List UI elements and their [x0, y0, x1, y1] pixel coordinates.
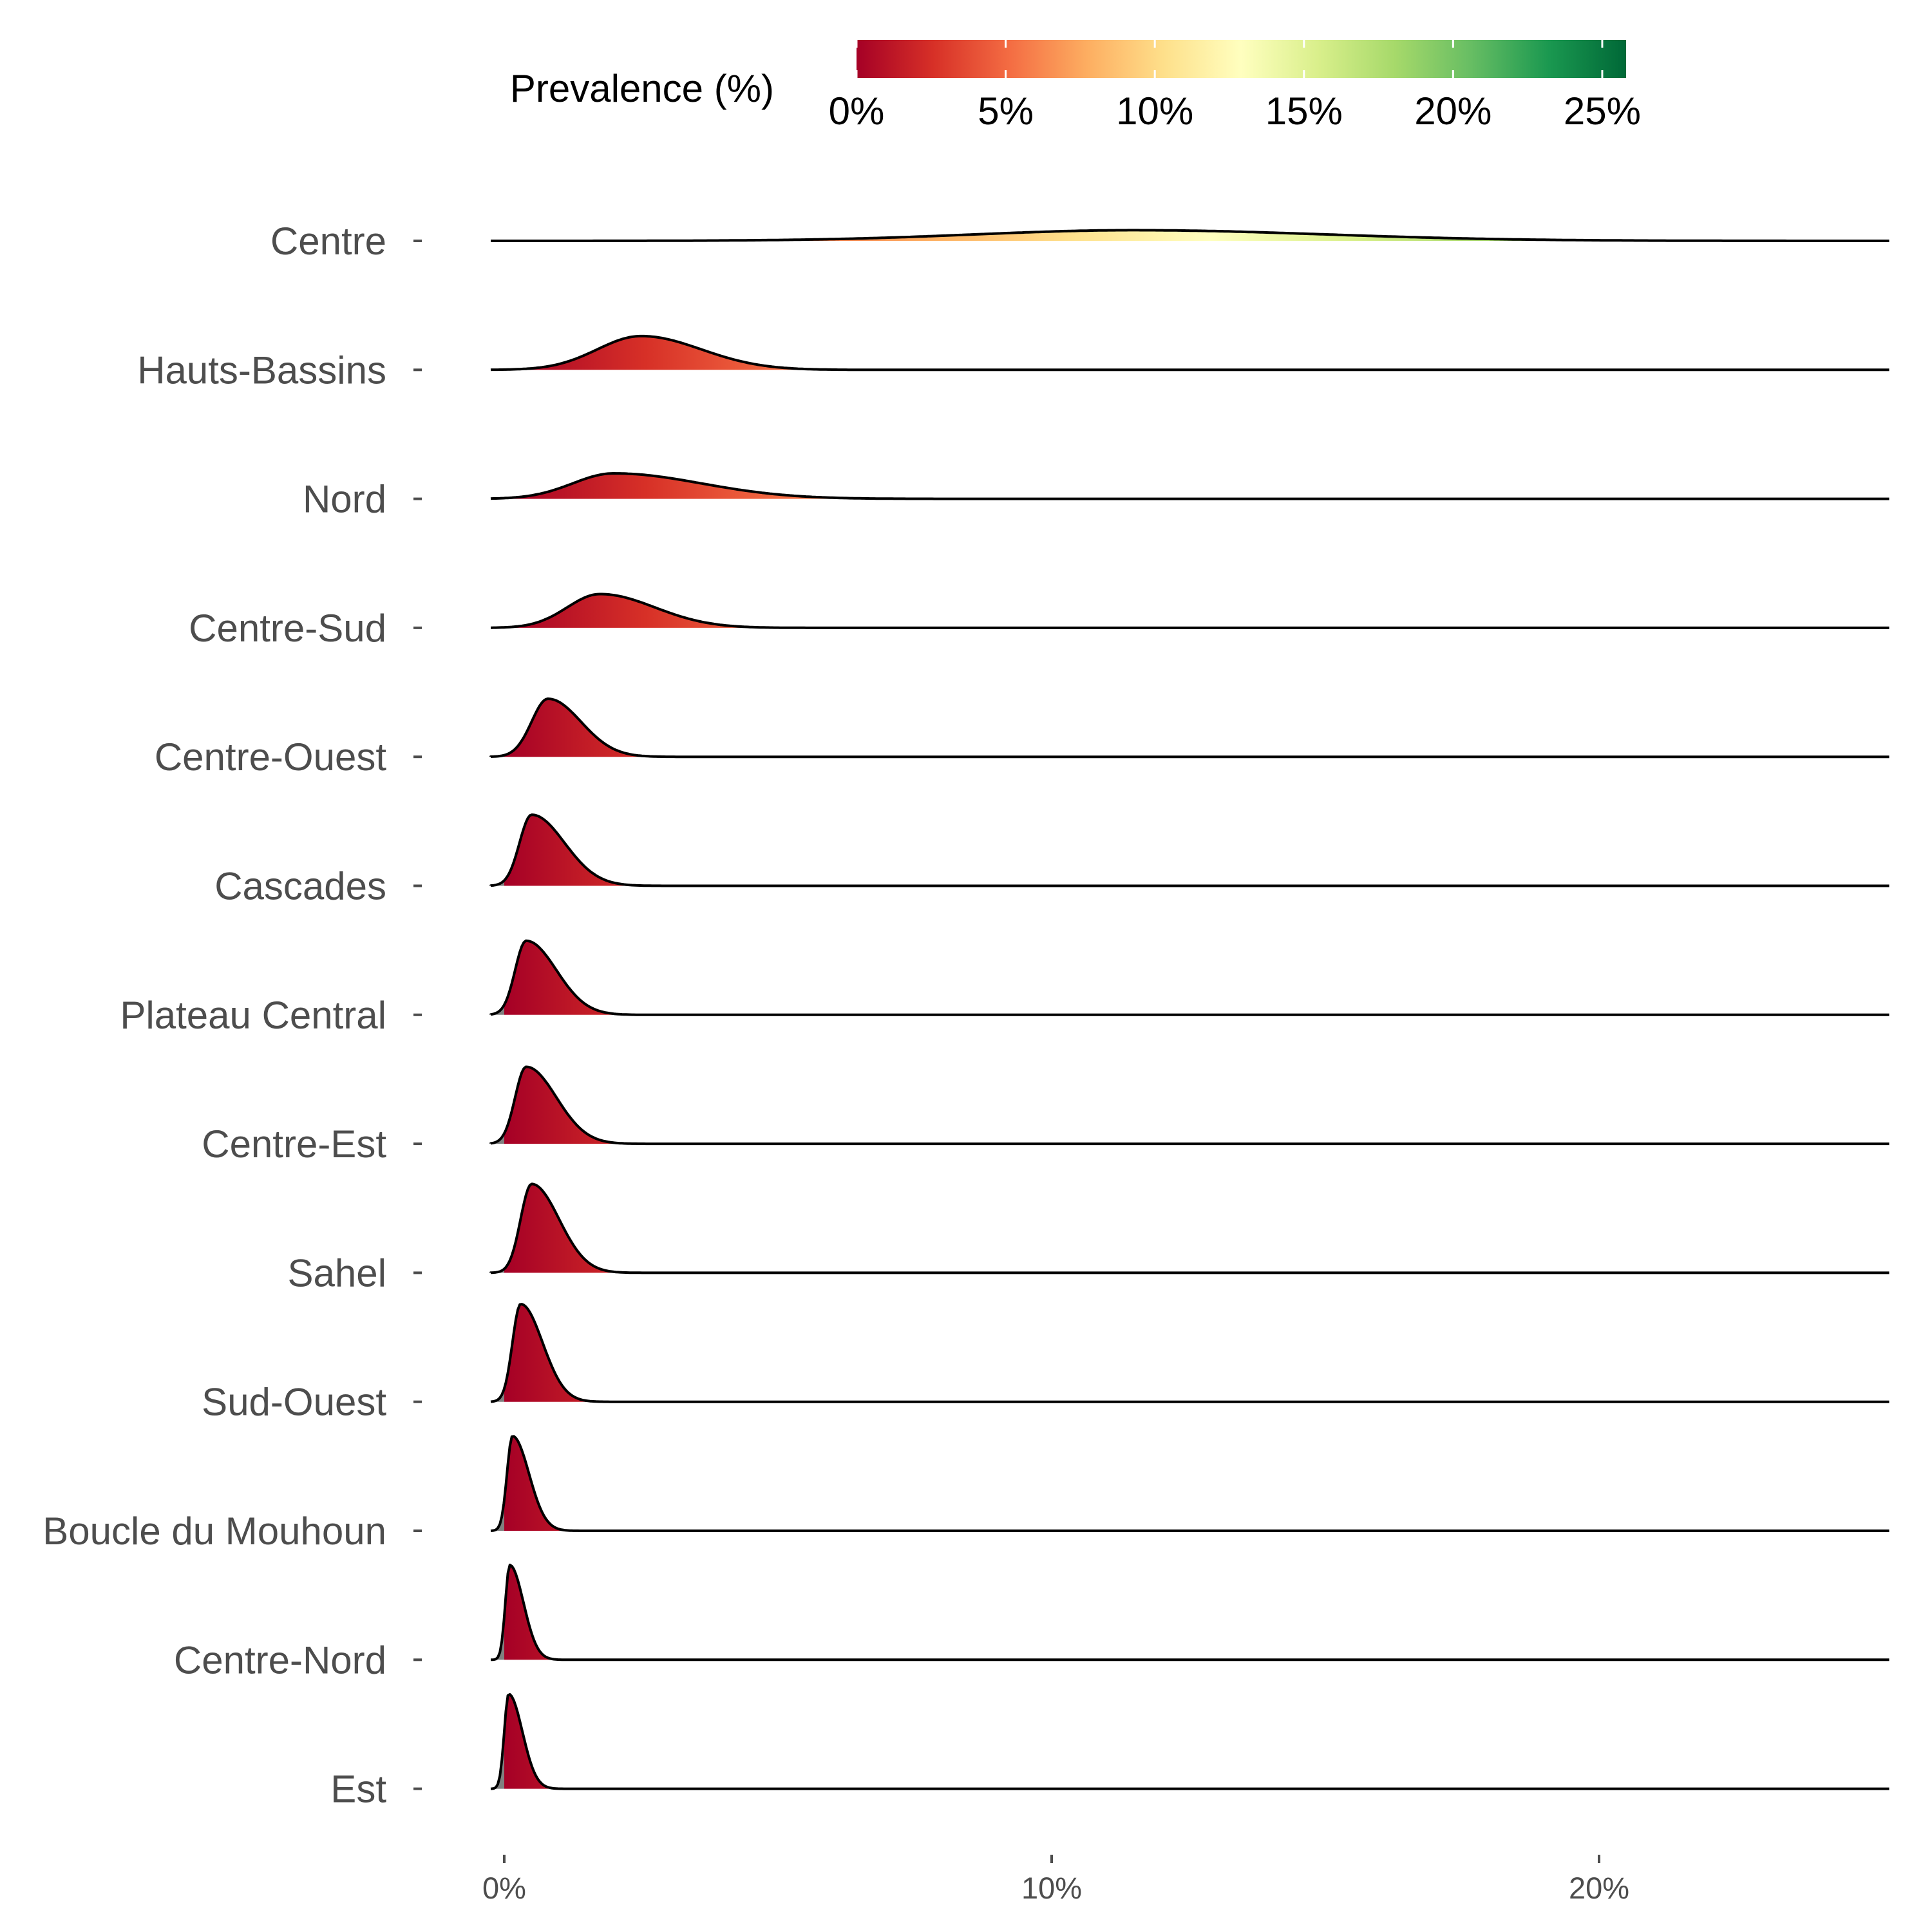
legend-tick-label: 25%	[1564, 90, 1641, 133]
ridge-area-negative	[491, 1616, 504, 1660]
ridge-area	[504, 815, 1893, 886]
region-label-hauts-bassins: Hauts-Bassins	[137, 348, 386, 392]
ridge-area-negative	[491, 1133, 504, 1144]
x-axis: 0% 10% 20%	[482, 1855, 1629, 1905]
x-tick-label: 10%	[1021, 1871, 1082, 1905]
ridge-hauts-bassins	[490, 334, 1893, 372]
x-tick-label: 20%	[1569, 1871, 1629, 1905]
ridges	[489, 229, 1893, 1790]
region-label-plateau-central: Plateau Central	[120, 994, 386, 1037]
ridge-cascades	[489, 813, 1893, 887]
ridge-area	[504, 594, 1893, 628]
ridge-centre-nord	[490, 1564, 1893, 1662]
ridge-outline	[489, 813, 1889, 887]
ridge-area	[504, 940, 1893, 1015]
ridge-outline	[490, 334, 1889, 372]
region-label-sud-ouest: Sud-Ouest	[202, 1381, 386, 1424]
prevalence-legend: Prevalence (%) 0% 5% 10% 15% 20% 25%	[510, 40, 1641, 133]
region-label-centre-est: Centre-Est	[202, 1122, 386, 1166]
region-label-sahel: Sahel	[288, 1251, 386, 1294]
ridge-nord	[490, 472, 1893, 500]
region-label-cascades: Cascades	[214, 865, 386, 908]
region-label-centre-ouest: Centre-Ouest	[155, 735, 386, 779]
ridge-area	[504, 473, 1893, 499]
ridge-plateau-central	[489, 939, 1893, 1016]
ridge-area	[504, 336, 1893, 370]
ridge-area	[504, 1066, 1893, 1144]
ridge-area	[504, 1694, 1893, 1789]
x-tick-label: 0%	[482, 1871, 526, 1905]
ridge-boucle-du-mouhoun	[490, 1435, 1893, 1532]
legend-tick-label: 10%	[1116, 90, 1193, 133]
region-label-centre-nord: Centre-Nord	[174, 1638, 386, 1681]
ridge-area-negative	[491, 880, 504, 886]
ridge-outline	[490, 1693, 1889, 1790]
ridge-est	[490, 1693, 1893, 1790]
ridge-outline	[489, 1065, 1889, 1146]
ridge-outline	[490, 229, 1889, 242]
legend-tick-label: 0%	[829, 90, 885, 133]
ridge-centre	[490, 229, 1893, 242]
ridge-area	[504, 1436, 1893, 1531]
ridge-area-negative	[491, 1005, 504, 1015]
ridge-area	[504, 230, 1893, 241]
legend-tick-label: 20%	[1414, 90, 1492, 133]
ridge-area	[504, 1304, 1893, 1402]
ridge-area	[504, 1184, 1893, 1273]
region-label-est: Est	[330, 1768, 386, 1811]
ridge-area-negative	[491, 1499, 504, 1531]
y-axis: Centre Hauts-Bassins Nord Centre-Sud Centre-…	[43, 220, 422, 1811]
ridge-outline	[489, 697, 1889, 759]
ridge-sud-ouest	[490, 1303, 1893, 1403]
ridge-area-negative	[491, 1388, 504, 1402]
ridge-sahel	[489, 1182, 1893, 1274]
ridge-outline	[490, 1435, 1889, 1532]
region-label-centre: Centre	[270, 220, 386, 263]
ridge-area-negative	[491, 1731, 504, 1789]
region-label-centre-sud: Centre-Sud	[189, 607, 386, 650]
ridge-outline	[489, 939, 1889, 1016]
legend-title: Prevalence (%)	[510, 67, 774, 110]
ridge-centre-est	[489, 1065, 1893, 1146]
region-label-boucle-du-mouhoun: Boucle du Mouhoun	[43, 1510, 386, 1553]
ridge-centre-sud	[490, 592, 1893, 629]
ridge-centre-ouest	[489, 697, 1893, 759]
ridge-area-negative	[491, 1269, 504, 1273]
ridge-outline	[490, 472, 1889, 500]
ridge-outline	[490, 592, 1889, 629]
ridge-area-negative	[491, 755, 504, 757]
legend-tick-label: 5%	[978, 90, 1034, 133]
ridge-area	[504, 1565, 1893, 1660]
region-label-nord: Nord	[303, 478, 386, 521]
legend-tick-label: 15%	[1265, 90, 1343, 133]
ridge-outline	[490, 1564, 1889, 1662]
ridge-area	[504, 699, 1893, 757]
legend-colorbar	[857, 40, 1626, 78]
ridge-outline	[490, 1303, 1889, 1403]
ridge-outline	[489, 1182, 1889, 1274]
